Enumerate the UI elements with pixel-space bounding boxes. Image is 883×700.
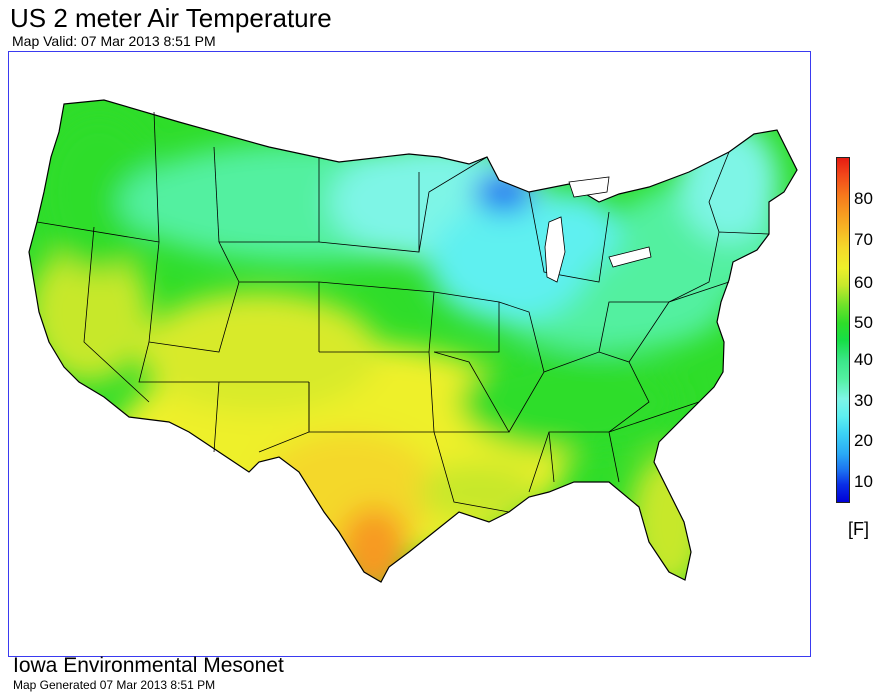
map-valid-time: Map Valid: 07 Mar 2013 8:51 PM bbox=[12, 33, 216, 49]
temperature-legend: 80 70 60 50 40 30 20 10 [F] bbox=[836, 157, 883, 539]
legend-unit: [F] bbox=[848, 519, 869, 539]
map-title: US 2 meter Air Temperature bbox=[10, 3, 332, 33]
state-boundaries bbox=[36, 111, 770, 513]
legend-tick-80: 80 bbox=[854, 189, 873, 208]
temperature-field bbox=[29, 100, 797, 582]
organization-name: Iowa Environmental Mesonet bbox=[13, 654, 284, 677]
legend-tick-50: 50 bbox=[854, 313, 873, 332]
us-outline bbox=[28, 99, 798, 583]
map-generated-time: Map Generated 07 Mar 2013 8:51 PM bbox=[13, 678, 216, 692]
legend-tick-30: 30 bbox=[854, 391, 873, 410]
legend-tick-40: 40 bbox=[854, 350, 873, 369]
map-frame bbox=[8, 51, 811, 657]
great-lakes bbox=[544, 176, 652, 283]
us-temperature-map bbox=[28, 99, 798, 583]
legend-tick-70: 70 bbox=[854, 230, 873, 249]
legend-tick-60: 60 bbox=[854, 273, 873, 292]
legend-tick-20: 20 bbox=[854, 431, 873, 450]
color-scale-bar bbox=[836, 157, 850, 503]
legend-tick-10: 10 bbox=[854, 472, 873, 491]
